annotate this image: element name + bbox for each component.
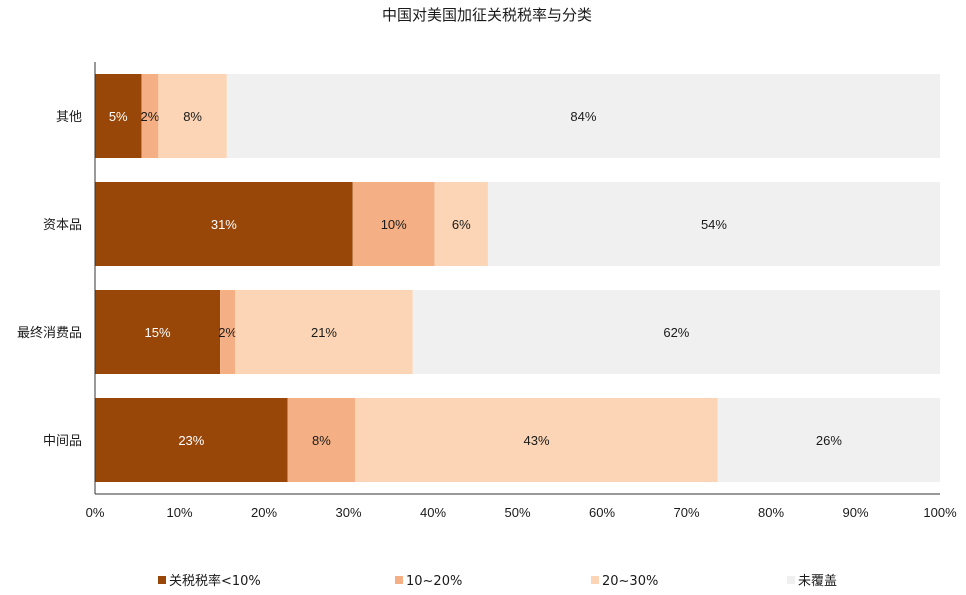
data-label: 10% [381, 217, 407, 232]
bar-segment [95, 398, 288, 482]
legend-label: 未覆盖 [798, 574, 837, 589]
data-label: 8% [312, 433, 331, 448]
bars-group: 5% 2% 8% 84% 其他 31% 10% 6% 54% 资本品 15% 2% 21% 62% 最终消费… [17, 74, 941, 482]
bar-segment [220, 290, 236, 374]
axes-group: 0% 10% 20% 30% 40% 50% 60% 70% 80% 90% 100% [86, 62, 957, 520]
bar-segment [352, 182, 435, 266]
data-label: 15% [145, 325, 171, 340]
data-label: 21% [311, 325, 337, 340]
data-label: 2% [141, 109, 160, 124]
x-tick-label: 20% [251, 505, 277, 520]
bar-segment [95, 74, 142, 158]
legend: 关税税率<10% 10~20% 20~30% 未覆盖 [158, 573, 837, 589]
data-label: 31% [211, 217, 237, 232]
bar-segment [95, 182, 353, 266]
legend-label: 20~30% [602, 574, 658, 589]
x-tick-label: 50% [504, 505, 530, 520]
bar-segment [287, 398, 356, 482]
legend-swatch [158, 576, 166, 584]
x-tick-label: 80% [758, 505, 784, 520]
x-tick-label: 10% [166, 505, 192, 520]
x-tick-label: 90% [842, 505, 868, 520]
x-tick-label: 40% [420, 505, 446, 520]
bar-segment [717, 398, 940, 482]
legend-label: 10~20% [406, 574, 462, 589]
x-tick-label: 70% [673, 505, 699, 520]
data-label: 8% [183, 109, 202, 124]
bar-segment [95, 290, 221, 374]
data-label: 62% [663, 325, 689, 340]
bar-segment [412, 290, 941, 374]
category-label: 最终消费品 [17, 325, 82, 341]
data-label: 43% [523, 433, 549, 448]
data-label: 26% [816, 433, 842, 448]
legend-label: 关税税率<10% [169, 573, 261, 589]
data-label: 23% [178, 433, 204, 448]
x-tick-label: 100% [923, 505, 957, 520]
legend-swatch [591, 576, 599, 584]
data-label: 84% [570, 109, 596, 124]
data-label: 2% [218, 325, 237, 340]
x-tick-label: 0% [86, 505, 105, 520]
category-label: 中间品 [43, 434, 82, 449]
bar-segment [487, 182, 940, 266]
data-label: 54% [701, 217, 727, 232]
legend-swatch [787, 576, 795, 584]
bar-segment [226, 74, 940, 158]
category-label: 资本品 [43, 218, 82, 233]
data-label: 5% [109, 109, 128, 124]
bar-segment [141, 74, 159, 158]
bar-segment [434, 182, 488, 266]
x-tick-label: 60% [589, 505, 615, 520]
bar-segment [235, 290, 413, 374]
chart-title: 中国对美国加征关税税率与分类 [382, 6, 592, 24]
category-label: 其他 [56, 110, 82, 125]
legend-swatch [395, 576, 403, 584]
x-tick-label: 30% [335, 505, 361, 520]
data-label: 6% [452, 217, 471, 232]
bar-segment [355, 398, 718, 482]
bar-segment [158, 74, 227, 158]
